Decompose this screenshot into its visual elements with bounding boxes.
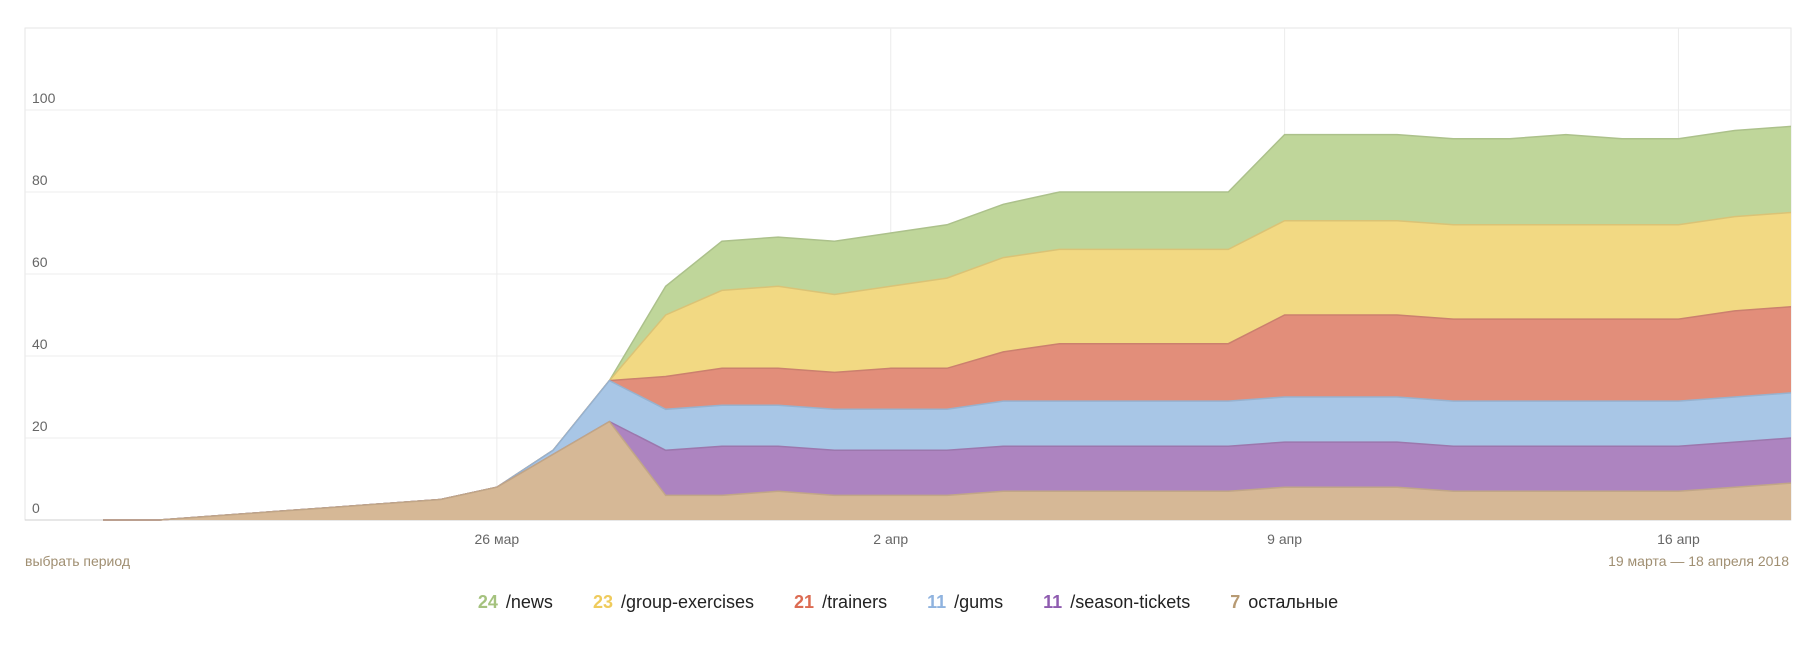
y-tick-label: 40 — [32, 336, 48, 352]
y-tick-label: 0 — [32, 500, 40, 516]
legend-label: /group-exercises — [620, 592, 755, 612]
legend-count: 11 — [1043, 592, 1063, 612]
y-tick-label: 60 — [32, 254, 48, 270]
legend-count: 21 — [794, 592, 815, 612]
date-range-label: 19 марта — 18 апреля 2018 — [1608, 553, 1789, 569]
select-period-link[interactable]: выбрать период — [25, 553, 130, 569]
axis-labels: 0 20 40 60 80 100 26 мар 2 апр 9 апр 16 апр — [32, 90, 1700, 547]
y-tick-label: 80 — [32, 172, 48, 188]
x-tick-label: 26 мар — [475, 531, 520, 547]
x-tick-label: 9 апр — [1267, 531, 1302, 547]
legend-count: 24 — [477, 592, 498, 612]
legend-item-news[interactable]: 24 /news — [478, 592, 553, 613]
y-tick-label: 20 — [32, 418, 48, 434]
area-trainers — [103, 306, 1791, 520]
area-news — [103, 126, 1791, 521]
legend-count: 23 — [592, 592, 613, 612]
legend-item-gums[interactable]: 11 /gums — [927, 592, 1003, 613]
legend-label: /gums — [954, 592, 1004, 612]
area-group-exercises — [103, 212, 1791, 520]
area-other — [103, 421, 1791, 520]
area-series — [103, 125, 1792, 521]
y-tick-label: 100 — [32, 90, 56, 106]
series-line-other — [103, 420, 1792, 521]
legend-item-trainers[interactable]: 21 /trainers — [794, 592, 887, 613]
legend-item-other[interactable]: 7 остальные — [1230, 592, 1338, 613]
legend: 24 /news 23 /group-exercises 21 /trainer… — [0, 592, 1816, 613]
legend-label: /trainers — [822, 592, 888, 612]
legend-item-group-exercises[interactable]: 23 /group-exercises — [593, 592, 754, 613]
x-tick-label: 2 апр — [873, 531, 908, 547]
legend-label: /news — [505, 592, 553, 612]
legend-count: 11 — [927, 592, 947, 612]
area-season-tickets — [103, 421, 1791, 520]
legend-item-season-tickets[interactable]: 11 /season-tickets — [1043, 592, 1190, 613]
stacked-area-chart: 0 20 40 60 80 100 26 мар 2 апр 9 апр 16 апр — [24, 27, 1792, 547]
x-tick-label: 16 апр — [1657, 531, 1700, 547]
legend-count: 7 — [1230, 592, 1241, 612]
legend-label: /season-tickets — [1070, 592, 1191, 612]
legend-label: остальные — [1248, 592, 1339, 612]
